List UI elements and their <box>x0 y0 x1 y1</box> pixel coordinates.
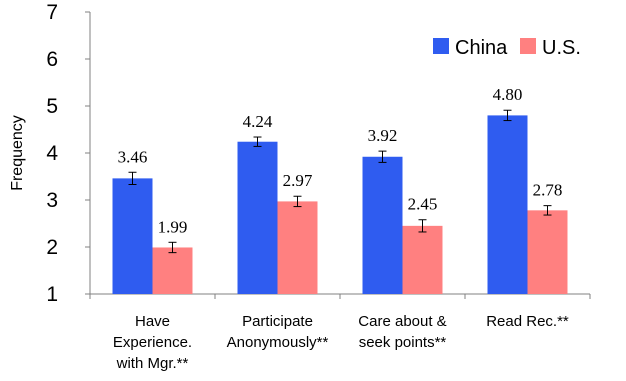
data-label: 4.24 <box>243 112 273 131</box>
legend-label: China <box>455 37 508 59</box>
x-category-label-line: Experience. <box>113 334 192 351</box>
legend: China U.S. <box>433 37 581 59</box>
y-axis-title: Frequency <box>9 115 26 191</box>
legend-swatch-us <box>520 38 536 54</box>
data-label: 3.92 <box>368 126 398 145</box>
x-category-label-line: Have <box>135 313 170 330</box>
data-label: 1.99 <box>158 217 188 236</box>
x-category-label-line: Participate <box>242 313 313 330</box>
bar-us <box>277 201 318 294</box>
data-label: 2.45 <box>408 195 438 214</box>
data-label: 4.80 <box>493 85 523 104</box>
x-category-label: Care about & seek points** <box>358 313 446 351</box>
bars: 3.46 4.24 3.92 4.80 1.99 2.97 2.45 2.78 <box>112 85 568 295</box>
y-tick-label: 1 <box>46 283 58 306</box>
data-label: 2.97 <box>283 171 313 190</box>
bar-china <box>112 178 153 294</box>
y-tick-label: 7 <box>46 1 58 24</box>
x-category-label-line: with Mgr.** <box>116 355 189 372</box>
y-tick-label: 2 <box>46 236 58 259</box>
y-axis: 1 2 3 4 5 6 7 <box>46 1 91 306</box>
data-label: 3.46 <box>118 147 148 166</box>
bar-china <box>487 115 528 295</box>
legend-swatch-china <box>433 38 449 54</box>
x-category-label-line: Read Rec.** <box>486 313 569 330</box>
bar-us <box>152 247 193 294</box>
x-axis: Have Experience. with Mgr.** Participate Ano… <box>89 293 591 372</box>
legend-label: U.S. <box>542 37 581 59</box>
bar-china <box>237 141 278 294</box>
y-tick-label: 3 <box>46 189 58 212</box>
x-category-label: Have Experience. with Mgr.** <box>113 313 192 372</box>
y-tick-label: 4 <box>46 142 58 165</box>
x-category-label: Read Rec.** <box>486 313 569 330</box>
x-category-label: Participate Anonymously** <box>227 313 329 351</box>
bar-us <box>402 225 443 294</box>
bar-china <box>362 156 403 294</box>
bar-us <box>527 210 568 294</box>
x-category-label-line: Care about & <box>358 313 446 330</box>
y-tick-label: 6 <box>46 48 58 71</box>
x-category-label-line: seek points** <box>359 334 447 351</box>
y-tick-label: 5 <box>46 95 58 118</box>
x-category-label-line: Anonymously** <box>227 334 329 351</box>
data-label: 2.78 <box>533 181 563 200</box>
